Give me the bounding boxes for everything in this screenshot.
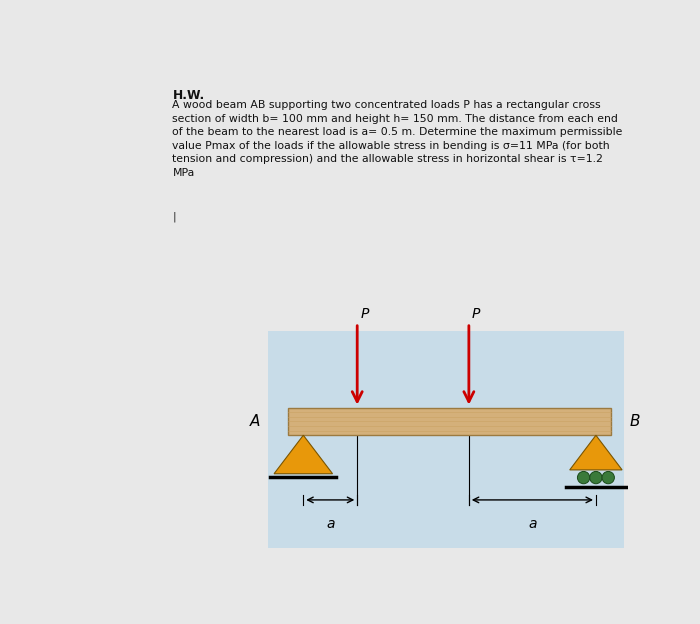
Text: tension and compression) and the allowable stress in horizontal shear is τ=1.2: tension and compression) and the allowab…	[172, 154, 603, 164]
Text: value Pmax of the loads if the allowable stress in bending is σ=11 MPa (for both: value Pmax of the loads if the allowable…	[172, 141, 610, 151]
Bar	[288, 407, 611, 436]
Text: a: a	[528, 517, 537, 531]
Text: section of width b= 100 mm and height h= 150 mm. The distance from each end: section of width b= 100 mm and height h=…	[172, 114, 618, 124]
Text: A: A	[250, 414, 260, 429]
Polygon shape	[274, 436, 332, 474]
Text: a: a	[326, 517, 335, 531]
Text: |: |	[172, 212, 176, 222]
Text: B: B	[630, 414, 640, 429]
Text: P: P	[360, 307, 369, 321]
Text: A wood beam AB supporting two concentrated loads P has a rectangular cross: A wood beam AB supporting two concentrat…	[172, 100, 601, 110]
Polygon shape	[570, 436, 622, 470]
Circle shape	[578, 471, 589, 484]
Bar	[268, 331, 624, 548]
Text: of the beam to the nearest load is a= 0.5 m. Determine the maximum permissible: of the beam to the nearest load is a= 0.…	[172, 127, 623, 137]
Text: MPa: MPa	[172, 168, 195, 178]
Text: H.W.: H.W.	[172, 89, 204, 102]
Text: P: P	[472, 307, 480, 321]
Circle shape	[602, 471, 615, 484]
Circle shape	[590, 471, 602, 484]
